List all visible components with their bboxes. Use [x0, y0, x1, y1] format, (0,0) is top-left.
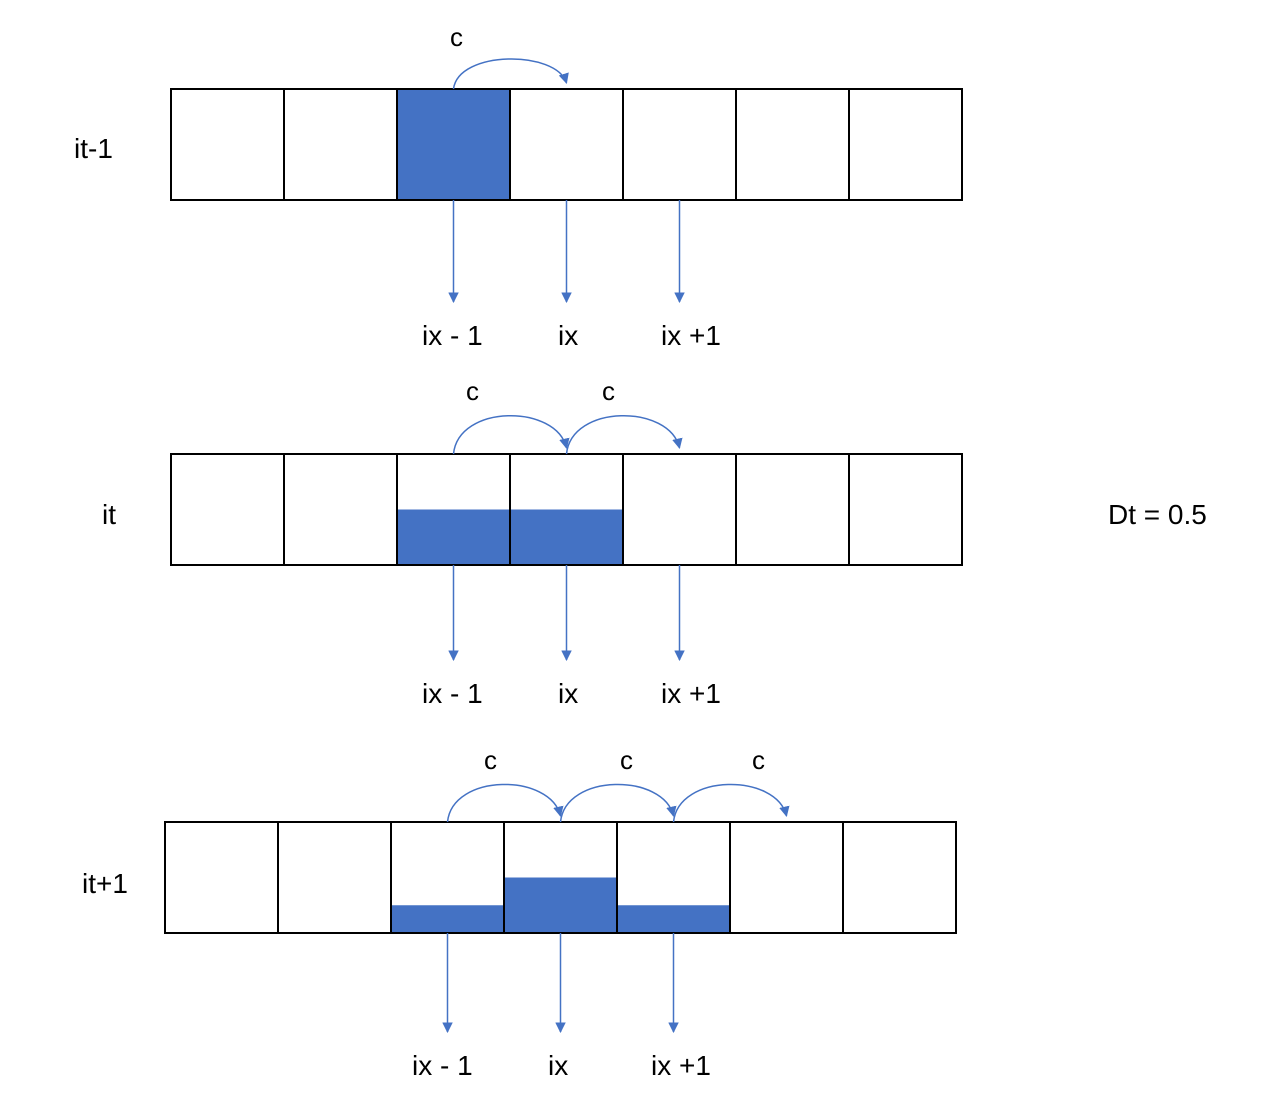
transport-arc: [565, 415, 683, 455]
index-label: ix - 1: [422, 320, 483, 351]
row-3: it+1 c c c ix - 1 ix ix +1: [82, 745, 957, 1081]
grid-cell: [616, 821, 731, 934]
velocity-label: c: [620, 745, 633, 775]
cell-fill: [391, 905, 504, 933]
cell-border: [283, 88, 398, 201]
grid-cell: [164, 821, 279, 934]
velocity-label: c: [450, 22, 463, 52]
velocity-label: c: [484, 745, 497, 775]
velocity-label: c: [602, 376, 615, 406]
cell-fill: [504, 877, 617, 933]
cell-border: [277, 821, 392, 934]
transport-arc: [559, 783, 677, 823]
grid-cell: [170, 88, 285, 201]
grid-cell: [503, 821, 618, 934]
transport-arc: [672, 783, 790, 823]
transport-arc: [452, 58, 569, 90]
grid-cell: [735, 453, 850, 566]
cell-border: [622, 453, 737, 566]
cell-border: [622, 88, 737, 201]
grid-cell: [842, 821, 957, 934]
cell-border: [848, 453, 963, 566]
grid-cell: [509, 88, 624, 201]
cell-fill: [617, 905, 730, 933]
index-label: ix +1: [661, 320, 721, 351]
cell-border: [170, 453, 285, 566]
cell-border: [283, 453, 398, 566]
grid-cell: [283, 88, 398, 201]
grid-cell: [396, 453, 511, 566]
transport-arc: [452, 415, 570, 455]
grid-cell: [277, 821, 392, 934]
row-2: it c c ix - 1 ix ix +1: [102, 376, 963, 709]
index-label: ix +1: [661, 678, 721, 709]
grid-cell: [735, 88, 850, 201]
cell-border: [170, 88, 285, 201]
index-label: ix - 1: [422, 678, 483, 709]
grid-cell: [509, 453, 624, 566]
dt-label: Dt = 0.5: [1108, 499, 1207, 530]
grid-cell: [848, 453, 963, 566]
cell-fill: [397, 89, 510, 200]
grid-cell: [622, 453, 737, 566]
cell-border: [735, 453, 850, 566]
index-label: ix: [558, 678, 578, 709]
grid-cell: [170, 453, 285, 566]
grid-cell: [390, 821, 505, 934]
cell-border: [164, 821, 279, 934]
grid-cell: [729, 821, 844, 934]
cell-border: [509, 88, 624, 201]
row-label: it: [102, 499, 116, 530]
cell-fill: [510, 509, 623, 565]
velocity-label: c: [466, 376, 479, 406]
index-label: ix - 1: [412, 1050, 473, 1081]
grid-cell: [848, 88, 963, 201]
cell-fill: [397, 509, 510, 565]
grid-cell: [283, 453, 398, 566]
grid-cell: [622, 88, 737, 201]
row-label: it-1: [74, 133, 113, 164]
index-label: ix +1: [651, 1050, 711, 1081]
index-label: ix: [548, 1050, 568, 1081]
cell-border: [729, 821, 844, 934]
grid-cell: [396, 88, 511, 201]
row-1: it-1 c ix - 1 ix ix +1: [74, 22, 963, 351]
cell-border: [842, 821, 957, 934]
velocity-label: c: [752, 745, 765, 775]
transport-arc: [446, 783, 564, 823]
index-label: ix: [558, 320, 578, 351]
row-label: it+1: [82, 868, 128, 899]
cell-border: [735, 88, 850, 201]
cell-border: [848, 88, 963, 201]
